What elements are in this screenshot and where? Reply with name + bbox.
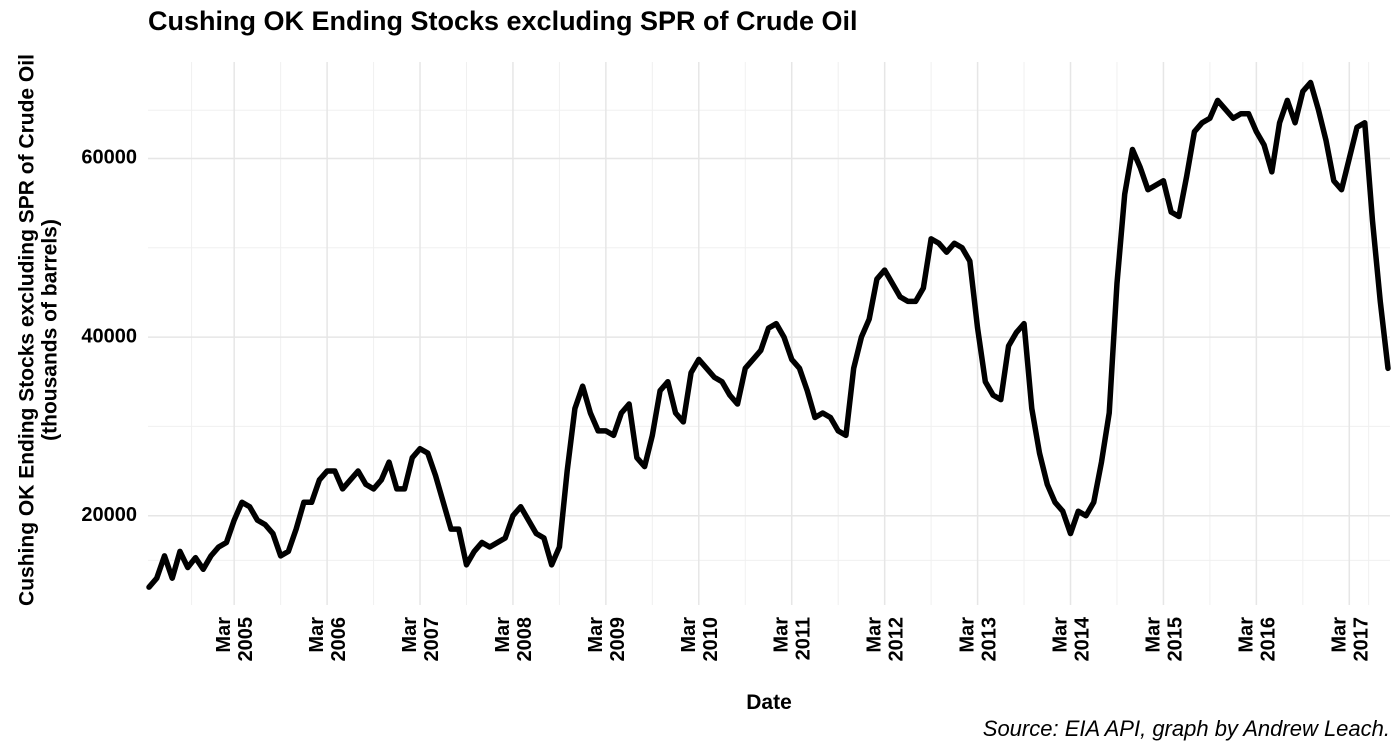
y-tick-label: 40000 [81,325,137,347]
x-tick-label: Mar2017 [1328,617,1372,662]
x-axis-title: Date [746,691,792,714]
x-tick-label: Mar2015 [1142,617,1186,662]
x-tick-label: Mar2008 [492,617,536,662]
x-tick-label: Mar2016 [1235,617,1279,662]
x-tick-label: Mar2010 [678,617,722,662]
x-tick-label: Mar2007 [399,617,443,662]
x-tick-label: Mar2012 [864,617,908,662]
x-tick-label: Mar2006 [306,617,350,662]
x-tick-label: Mar2005 [213,617,257,662]
x-tick-label: Mar2013 [957,617,1001,662]
data-line [146,79,1391,590]
y-tick-label: 20000 [81,504,137,526]
x-tick-label: Mar2009 [585,617,629,662]
x-tick-label: Mar2014 [1050,616,1094,661]
chart-title: Cushing OK Ending Stocks excluding SPR o… [148,6,858,36]
caption: Source: EIA API, graph by Andrew Leach. [983,716,1390,741]
y-axis-title: (thousands of barrels) [39,219,62,441]
y-axis-title: Cushing OK Ending Stocks excluding SPR o… [16,54,39,606]
x-tick-label: Mar2011 [771,617,815,661]
y-tick-label: 60000 [81,147,137,169]
